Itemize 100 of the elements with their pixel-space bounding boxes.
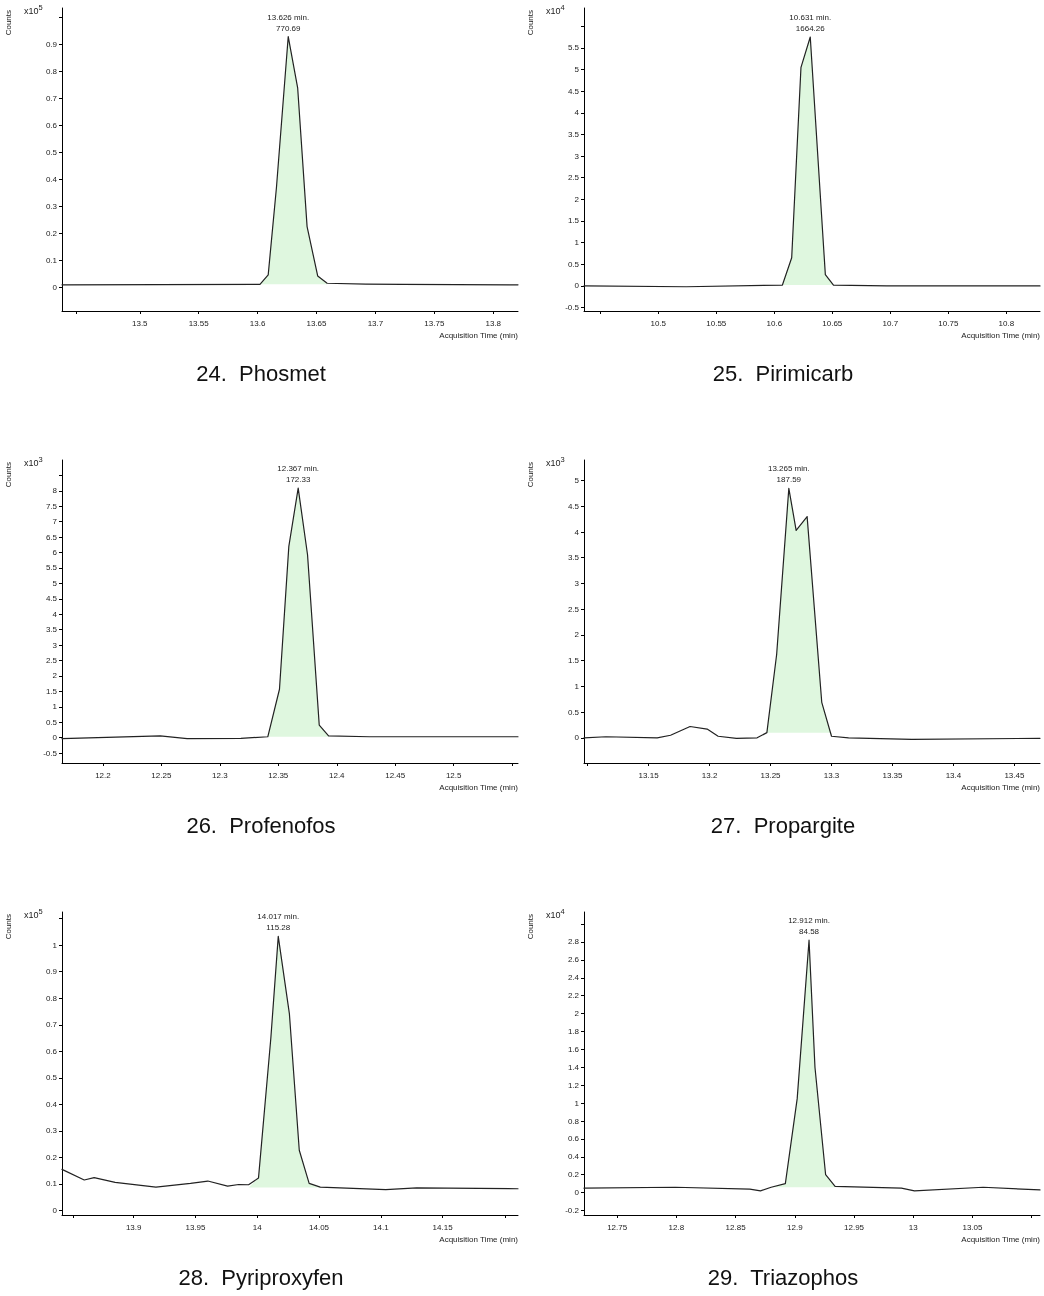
y-tick-label: 0.6 — [45, 1046, 58, 1056]
x-tick-label: 13.45 — [1004, 770, 1025, 780]
y-tick-label: 5 — [52, 578, 58, 588]
x-tick-label: 12.9 — [787, 1222, 804, 1232]
y-tick-label: 0 — [52, 1205, 58, 1215]
y-tick-label: 3 — [574, 151, 580, 161]
y-tick-label: 7 — [52, 517, 58, 527]
y-tick-label: 2 — [574, 1009, 580, 1019]
y-tick-label: 1.4 — [567, 1062, 580, 1072]
y-tick-label: -0.2 — [565, 1206, 580, 1216]
y-tick-label: 1 — [574, 238, 580, 248]
y-tick-label: 2.5 — [567, 604, 580, 614]
y-tick-label: 2 — [574, 630, 580, 640]
x-tick-label: 13 — [908, 1222, 919, 1232]
y-tick-label: 0 — [574, 1188, 580, 1198]
y-tick-label: 0.4 — [567, 1152, 580, 1162]
y-tick-label: 4 — [574, 108, 580, 118]
line-series — [61, 487, 519, 740]
text: 25. Pirimicarb — [712, 360, 854, 386]
y-tick-label: 5.5 — [45, 563, 58, 573]
line-series — [61, 35, 519, 286]
line-series — [583, 487, 1041, 740]
y-tick-label: 0.2 — [567, 1170, 580, 1180]
x-tick-label: 12.2 — [95, 770, 112, 780]
y-tick-label: 1 — [52, 702, 58, 712]
y-tick-label: 5.5 — [567, 43, 580, 53]
y-tick-label: 5 — [574, 476, 580, 486]
y-tick-label: 1.5 — [567, 656, 580, 666]
annotation: 14.017 min. 115.28 — [257, 912, 300, 933]
x-tick-label: 13.6 — [249, 318, 266, 328]
y-tick-label: 0.5 — [45, 147, 58, 157]
x-tick-label: 13.35 — [882, 770, 904, 780]
y-tick-label: 0.2 — [45, 228, 58, 238]
y-tick-label: 1.6 — [567, 1044, 580, 1054]
y-tick-label: 3 — [574, 578, 580, 588]
x-tick-label: 13.15 — [638, 770, 660, 780]
y-tick-label: 0.9 — [45, 967, 58, 977]
y-tick-label: 3.5 — [45, 625, 58, 635]
x-tick-label: 12.3 — [212, 770, 229, 780]
text: x10$^{4}$ — [546, 2, 565, 17]
x-tick-label: 12.85 — [725, 1222, 747, 1232]
y-tick-label: 0.7 — [45, 94, 58, 104]
annotation: 12.912 min. 84.58 — [788, 916, 830, 937]
x-tick-label: 13.7 — [367, 318, 384, 328]
y-tick-label: 2.6 — [567, 955, 580, 965]
y-tick-label: 3.5 — [567, 553, 580, 563]
y-tick-label: 0.6 — [567, 1134, 580, 1144]
y-tick-label: 5 — [574, 64, 580, 74]
y-tick-label: 6.5 — [45, 532, 58, 542]
y-tick-label: 4 — [574, 527, 580, 537]
x-tick-label: 12.95 — [844, 1222, 865, 1232]
y-tick-label: 0.8 — [45, 993, 58, 1003]
text: x10$^{5}$ — [24, 906, 43, 921]
y-tick-label: 2.5 — [567, 173, 580, 183]
annotation: 12.367 min. 172.33 — [277, 464, 320, 485]
y-tick-label: 2 — [574, 194, 580, 204]
x-tick-label: 13.9 — [125, 1222, 143, 1232]
x-tick-label: 10.65 — [822, 318, 843, 328]
x-tick-label: 10.7 — [882, 318, 899, 328]
text: x10$^{3}$ — [24, 454, 43, 469]
x-tick-label: 12.75 — [607, 1222, 628, 1232]
x-tick-label: 14.15 — [432, 1222, 454, 1232]
text: 24. Phosmet — [196, 360, 326, 386]
y-tick-label: 3 — [52, 640, 58, 650]
y-tick-label: 2 — [52, 671, 58, 681]
x-tick-label: 12.4 — [328, 770, 346, 780]
x-tick-label: 10.55 — [706, 318, 727, 328]
y-tick-label: 0.2 — [45, 1152, 58, 1162]
y-tick-label: 0.1 — [45, 1179, 58, 1189]
y-tick-label: 2.5 — [45, 656, 58, 666]
y-tick-label: 0.7 — [45, 1020, 58, 1030]
x-tick-label: 13.2 — [701, 770, 718, 780]
x-axis-title: Acquisition Time (min) — [439, 1234, 519, 1244]
text: 29. Triazophos — [707, 1264, 859, 1290]
x-tick-label: 13.55 — [188, 318, 210, 328]
line-series — [583, 36, 1041, 288]
y-tick-label: 4.5 — [567, 501, 580, 511]
y-tick-label: -0.5 — [565, 303, 580, 313]
y-tick-label: 0.4 — [45, 174, 58, 184]
y-tick-label: 2.8 — [567, 937, 580, 947]
y-tick-label: 1 — [574, 681, 580, 691]
x-axis-title: Acquisition Time (min) — [439, 330, 519, 340]
x-tick-label: 12.35 — [268, 770, 289, 780]
x-axis-title: Acquisition Time (min) — [961, 782, 1041, 792]
y-tick-label: 0.3 — [45, 201, 58, 211]
y-axis-title: Counts — [3, 461, 13, 488]
x-tick-label: 13.5 — [131, 318, 149, 328]
text: x10$^{4}$ — [546, 906, 565, 921]
x-tick-label: 13.65 — [306, 318, 328, 328]
x-axis-title: Acquisition Time (min) — [961, 330, 1041, 340]
x-tick-label: 14.1 — [373, 1222, 390, 1232]
y-tick-label: -0.5 — [43, 748, 58, 758]
x-tick-label: 13.8 — [485, 318, 502, 328]
x-tick-label: 12.45 — [385, 770, 406, 780]
y-tick-label: 0.5 — [567, 259, 580, 269]
y-tick-label: 1 — [52, 940, 58, 950]
y-tick-label: 0.6 — [45, 121, 58, 131]
y-tick-label: 0.8 — [45, 67, 58, 77]
y-tick-label: 0 — [574, 733, 580, 743]
y-tick-label: 0.3 — [45, 1126, 58, 1136]
